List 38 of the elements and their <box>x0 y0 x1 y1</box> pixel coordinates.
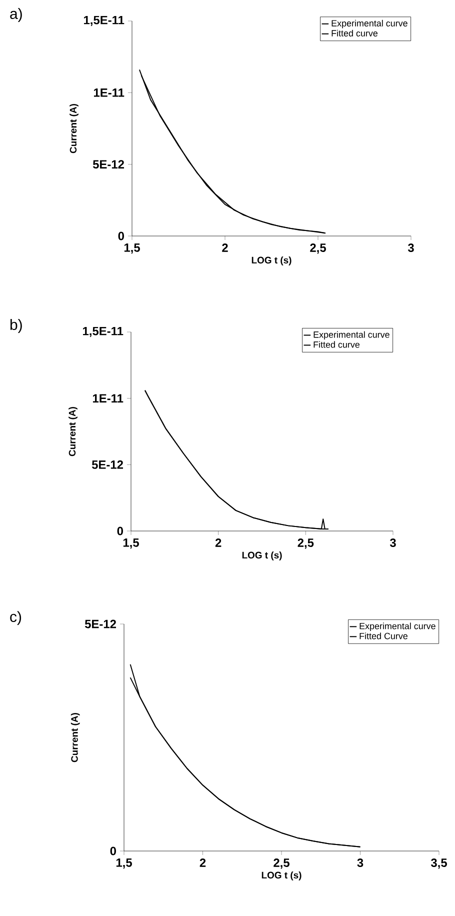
x-tick-label: 1,5 <box>116 858 132 869</box>
y-tick-label: 5E-12 <box>92 460 123 469</box>
x-axis-title: LOG t (s) <box>252 256 292 266</box>
legend-label: Fitted Curve <box>360 632 408 640</box>
y-tick-label: 1,5E-11 <box>84 16 124 26</box>
x-tick-label: 3 <box>390 538 396 548</box>
legend-label: Fitted curve <box>332 30 378 36</box>
x-axis-title: LOG t (s) <box>262 872 302 880</box>
x-tick-label: 2,5 <box>274 858 290 869</box>
chart-title: c) <box>10 611 22 625</box>
y-axis-title: Current (A) <box>68 406 78 456</box>
x-tick-label: 3,5 <box>430 858 447 869</box>
y-tick-label: 5E-12 <box>92 160 124 169</box>
x-tick-label: 1,5 <box>124 244 140 254</box>
x-tick-label: 2 <box>215 538 222 547</box>
legend-label: Experimental curve <box>314 331 390 340</box>
y-tick-label: 0 <box>118 232 124 240</box>
x-tick-label: 2,5 <box>298 538 314 549</box>
x-tick-label: 1,5 <box>123 538 139 549</box>
y-axis-title: Current (A) <box>70 104 78 154</box>
y-tick-label: 1E-11 <box>92 394 124 402</box>
legend-label: Experimental curve <box>360 622 436 632</box>
x-tick-label: 3 <box>408 244 414 252</box>
legend-label: Fitted curve <box>314 341 360 348</box>
y-tick-label: 1,5E-11 <box>83 326 124 338</box>
x-tick-label: 2 <box>200 858 206 867</box>
y-axis-title: Current (A) <box>70 713 80 762</box>
x-tick-label: 3 <box>357 858 364 868</box>
chart-title: a) <box>10 8 22 22</box>
y-tick-label: 0 <box>117 526 123 536</box>
y-tick-label: 0 <box>110 846 116 856</box>
x-axis-title: LOG t (s) <box>242 552 282 560</box>
legend-label: Experimental curve <box>332 20 408 28</box>
y-tick-label: 1E-11 <box>94 88 124 97</box>
y-tick-label: 5E-12 <box>84 620 116 628</box>
chart-title: b) <box>10 319 22 333</box>
x-tick-label: 2 <box>222 244 228 252</box>
x-tick-label: 2,5 <box>310 244 326 254</box>
